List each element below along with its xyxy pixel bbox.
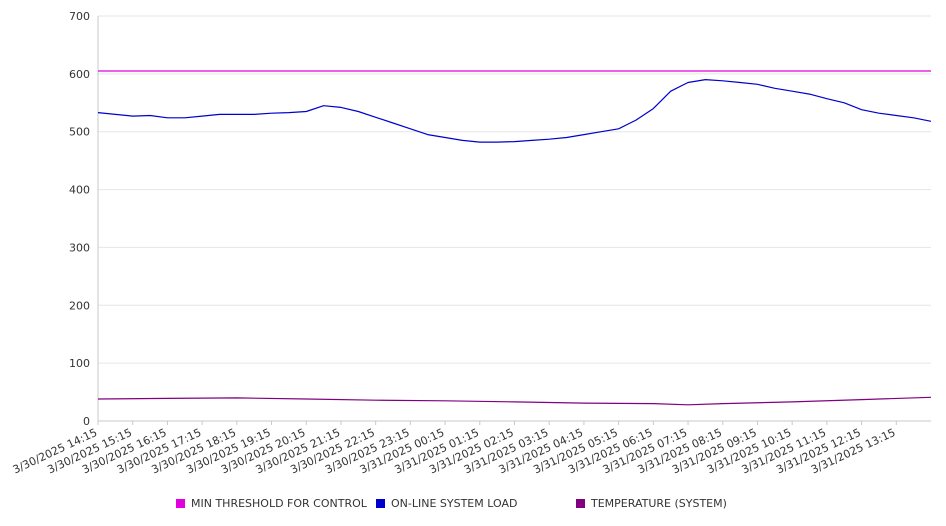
legend-label-min-threshold: MIN THRESHOLD FOR CONTROL <box>191 497 367 510</box>
y-tick-label-500: 500 <box>69 126 90 139</box>
y-tick-label-100: 100 <box>69 357 90 370</box>
legend: MIN THRESHOLD FOR CONTROL ON-LINE SYSTEM… <box>0 497 946 515</box>
legend-swatch-min-threshold <box>176 499 185 508</box>
legend-item-min-threshold: MIN THRESHOLD FOR CONTROL <box>176 497 367 510</box>
x-axis-ticks: 3/30/2025 14:153/30/2025 15:153/30/2025 … <box>11 421 898 476</box>
series-line-2 <box>97 396 932 406</box>
grid-lines <box>98 15 931 364</box>
y-tick-label-400: 400 <box>69 184 90 197</box>
series-line-1 <box>97 78 932 143</box>
legend-label-temperature: TEMPERATURE (SYSTEM) <box>591 497 727 510</box>
legend-item-temperature: TEMPERATURE (SYSTEM) <box>576 497 727 510</box>
legend-swatch-temperature <box>576 499 585 508</box>
y-tick-label-0: 0 <box>83 415 90 428</box>
axes <box>97 16 931 422</box>
series-lines <box>97 70 932 406</box>
y-tick-label-600: 600 <box>69 68 90 81</box>
legend-label-system-load: ON-LINE SYSTEM LOAD <box>391 497 518 510</box>
legend-item-system-load: ON-LINE SYSTEM LOAD <box>376 497 517 510</box>
y-tick-label-300: 300 <box>69 241 90 254</box>
legend-swatch-system-load <box>376 499 385 508</box>
y-axis-ticks: 0 100 200 300 400 500 600 700 <box>69 10 90 428</box>
y-tick-label-200: 200 <box>69 299 90 312</box>
y-tick-label-700: 700 <box>69 10 90 23</box>
